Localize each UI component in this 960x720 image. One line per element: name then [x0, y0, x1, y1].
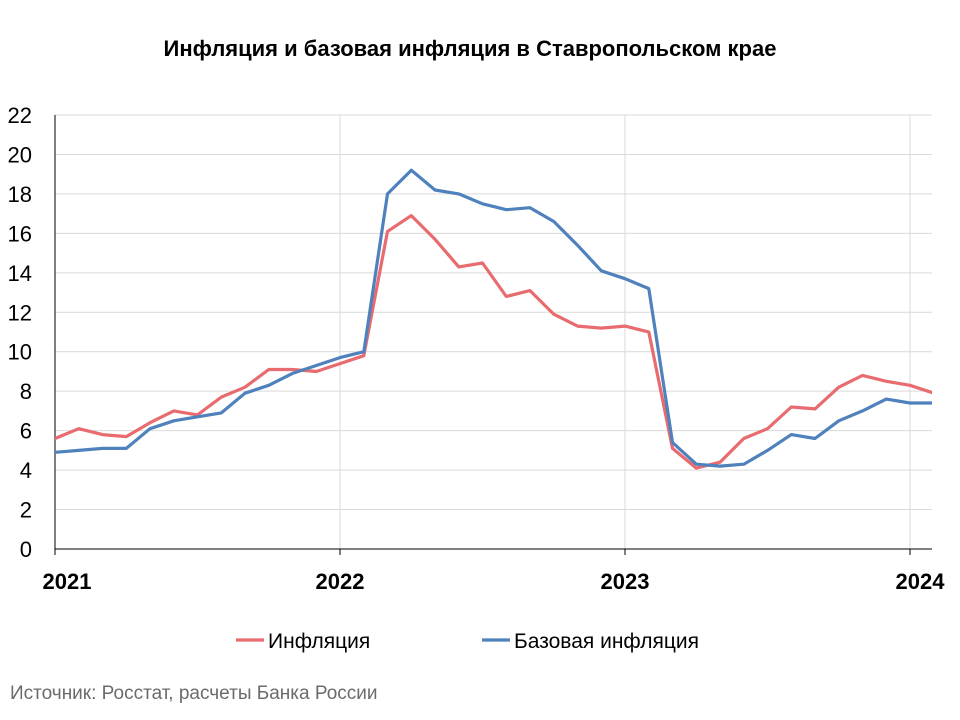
- source-note: Источник: Росстат, расчеты Банка России: [10, 683, 378, 704]
- legend-label: Базовая инфляция: [514, 630, 699, 653]
- y-tick-label: 10: [8, 340, 32, 365]
- grid-layer: [55, 114, 932, 549]
- x-tick-label: 2023: [601, 569, 650, 594]
- legend: Инфляция Базовая инфляция: [236, 630, 699, 653]
- y-tick-label: 22: [8, 103, 32, 128]
- y-tick-label: 2: [20, 498, 32, 523]
- x-tick-label: 2024: [896, 569, 946, 594]
- chart-title: Инфляция и базовая инфляция в Ставрополь…: [163, 36, 777, 61]
- x-tick-label: 2021: [43, 569, 92, 594]
- y-tick-label: 8: [20, 379, 32, 404]
- y-tick-label: 16: [8, 221, 32, 246]
- y-tick-label: 0: [20, 537, 32, 562]
- y-tick-label: 12: [8, 300, 32, 325]
- y-tick-label: 20: [8, 142, 32, 167]
- y-tick-label: 14: [8, 261, 32, 286]
- series-line-core-inflation: [55, 168, 932, 468]
- y-tick-label: 4: [20, 458, 32, 483]
- y-tick-label: 18: [8, 182, 32, 207]
- series-line-inflation: [55, 214, 932, 470]
- x-tick-label: 2022: [316, 569, 365, 594]
- y-tick-label: 6: [20, 419, 32, 444]
- legend-label: Инфляция: [268, 630, 370, 653]
- series-layer: [55, 168, 932, 470]
